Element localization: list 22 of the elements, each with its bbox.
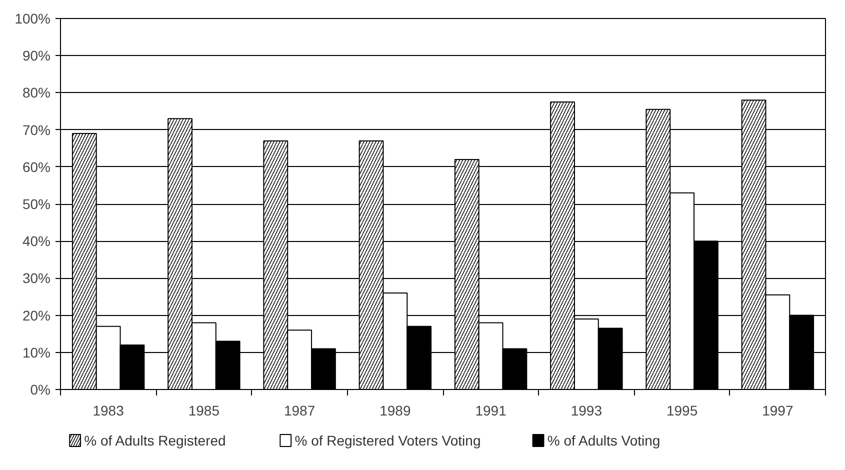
x-tick-label: 1991 [475,402,507,418]
x-tick-label: 1987 [284,402,316,418]
x-tick-label: 1985 [188,402,220,418]
legend-label: % of Adults Registered [84,432,226,448]
y-tick-label: 40% [22,233,51,250]
y-tick-label: 90% [22,48,51,64]
y-tick-label: 30% [22,270,51,286]
y-tick-label: 20% [22,307,51,324]
y-tick-label: 80% [22,84,51,101]
y-tick-label: 50% [22,196,51,212]
y-tick-label: 0% [30,382,50,398]
y-tick-label: 70% [22,122,51,138]
x-tick-label: 1989 [380,402,411,418]
x-tick-label: 1983 [92,402,124,418]
y-tick-label: 100% [14,10,51,26]
legend-label: % of Registered Voters Voting [294,432,481,448]
y-tick-label: 60% [22,158,51,175]
x-tick-label: 1995 [666,402,698,418]
legend-label: % of Adults Voting [547,432,660,448]
x-tick-label: 1997 [762,402,794,418]
y-tick-label: 10% [22,344,51,360]
x-tick-label: 1993 [570,402,602,418]
